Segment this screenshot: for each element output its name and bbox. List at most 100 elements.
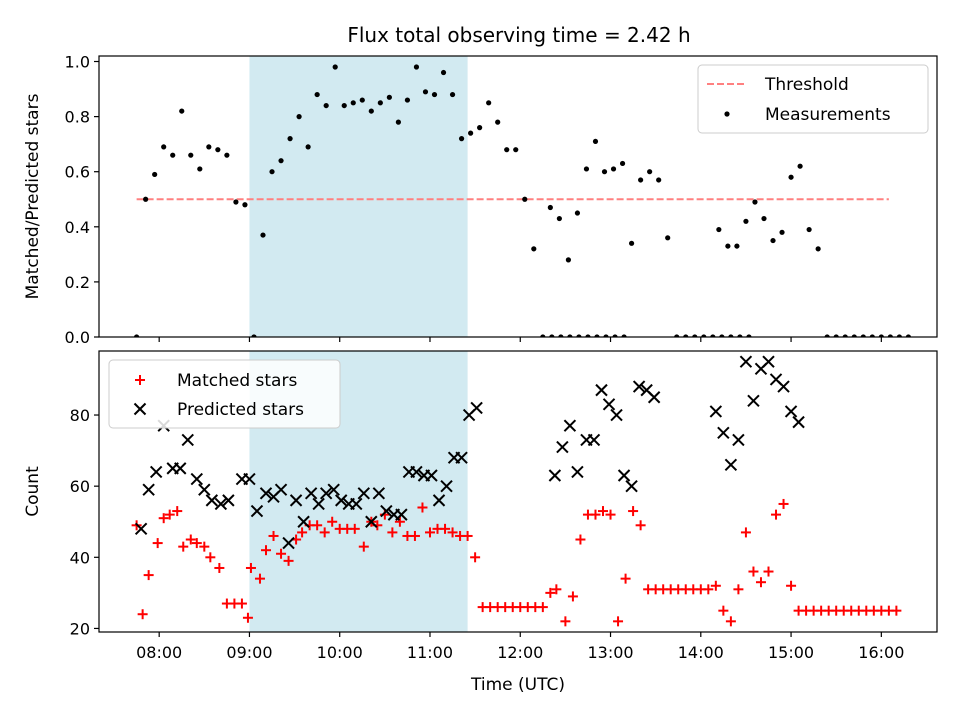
series-predicted-stars bbox=[134, 355, 805, 550]
data-point bbox=[842, 334, 848, 337]
data-point bbox=[242, 612, 253, 623]
y-tick-label: 60 bbox=[70, 477, 90, 496]
data-point bbox=[296, 114, 302, 120]
data-point bbox=[335, 494, 348, 507]
data-point bbox=[761, 215, 767, 222]
data-point bbox=[134, 522, 148, 536]
data-point bbox=[531, 246, 537, 252]
data-point bbox=[462, 530, 473, 541]
marker-stroke bbox=[395, 508, 408, 521]
data-point bbox=[174, 462, 187, 475]
data-point bbox=[304, 487, 318, 500]
data-point bbox=[610, 408, 623, 422]
data-point bbox=[806, 226, 812, 233]
marker-stroke bbox=[289, 494, 303, 507]
data-point bbox=[545, 587, 556, 598]
data-point bbox=[896, 334, 902, 337]
data-point bbox=[349, 523, 360, 534]
data-point bbox=[887, 334, 893, 337]
data-point bbox=[725, 243, 731, 249]
legend-frame bbox=[108, 359, 341, 429]
legend-predicted-label: Predicted stars bbox=[177, 400, 304, 420]
marker-stroke bbox=[470, 401, 483, 415]
data-point bbox=[635, 520, 646, 531]
x-tick-label: 13:00 bbox=[587, 643, 633, 662]
marker-stroke bbox=[587, 433, 601, 447]
data-point bbox=[674, 334, 680, 337]
data-point bbox=[792, 415, 805, 429]
data-point bbox=[576, 334, 582, 337]
data-point bbox=[869, 334, 875, 337]
data-point bbox=[190, 472, 203, 486]
data-point bbox=[172, 506, 183, 517]
data-point bbox=[245, 562, 256, 573]
data-point bbox=[718, 605, 729, 616]
data-point bbox=[603, 334, 609, 337]
data-point bbox=[778, 498, 789, 509]
data-point bbox=[551, 584, 562, 595]
data-point bbox=[380, 504, 393, 518]
data-point bbox=[268, 530, 279, 541]
marker-stroke bbox=[647, 391, 661, 404]
marker-stroke bbox=[617, 469, 631, 482]
marker-stroke bbox=[335, 494, 348, 507]
data-point bbox=[283, 555, 294, 566]
data-point bbox=[332, 64, 338, 70]
data-point bbox=[198, 483, 211, 496]
data-point bbox=[567, 334, 573, 337]
data-point bbox=[788, 174, 794, 180]
data-point bbox=[632, 380, 646, 393]
data-point bbox=[763, 566, 774, 577]
data-point bbox=[710, 580, 721, 591]
data-point bbox=[728, 334, 734, 337]
data-point bbox=[372, 487, 386, 500]
data-point bbox=[260, 545, 271, 556]
data-point bbox=[610, 166, 617, 172]
data-point bbox=[350, 497, 363, 511]
axes-frame bbox=[98, 55, 938, 338]
data-point bbox=[297, 527, 308, 538]
data-point bbox=[152, 538, 163, 549]
data-point bbox=[891, 605, 902, 616]
x-tick-label: 09:00 bbox=[226, 643, 272, 662]
marker-stroke bbox=[222, 494, 235, 507]
x-tick-label: 14:00 bbox=[678, 643, 724, 662]
legend-predicted-swatch bbox=[133, 402, 147, 416]
series-matched-stars bbox=[131, 498, 902, 627]
axes-frame bbox=[98, 350, 938, 633]
data-point bbox=[181, 433, 194, 447]
data-point bbox=[619, 160, 626, 167]
data-point bbox=[205, 552, 216, 563]
data-point bbox=[468, 130, 474, 136]
marker-stroke bbox=[625, 479, 638, 493]
x-axis-label: Time (UTC) bbox=[470, 675, 565, 695]
y-tick-label: 80 bbox=[70, 406, 90, 425]
marker-stroke bbox=[149, 465, 163, 479]
data-point bbox=[269, 169, 275, 175]
data-point bbox=[537, 602, 548, 613]
data-point bbox=[477, 125, 483, 131]
x-tick-label: 11:00 bbox=[407, 643, 453, 662]
data-point bbox=[242, 202, 248, 208]
data-point bbox=[341, 102, 347, 109]
data-point bbox=[199, 541, 210, 552]
plot-area bbox=[131, 355, 902, 627]
data-point bbox=[595, 383, 608, 397]
data-point bbox=[851, 334, 857, 337]
marker-stroke bbox=[747, 394, 760, 408]
legend-measurements-label: Measurements bbox=[765, 105, 891, 125]
data-point bbox=[746, 334, 752, 337]
data-point bbox=[755, 577, 766, 588]
data-point bbox=[770, 237, 776, 244]
data-point bbox=[692, 334, 698, 337]
data-point bbox=[740, 527, 751, 538]
data-point bbox=[470, 552, 481, 563]
marker-stroke bbox=[724, 458, 738, 472]
marker-stroke bbox=[380, 504, 393, 518]
data-point bbox=[170, 152, 176, 158]
data-point bbox=[323, 102, 329, 109]
data-point bbox=[547, 204, 553, 211]
data-point bbox=[747, 394, 760, 408]
data-point bbox=[274, 483, 288, 496]
data-point bbox=[565, 257, 572, 263]
